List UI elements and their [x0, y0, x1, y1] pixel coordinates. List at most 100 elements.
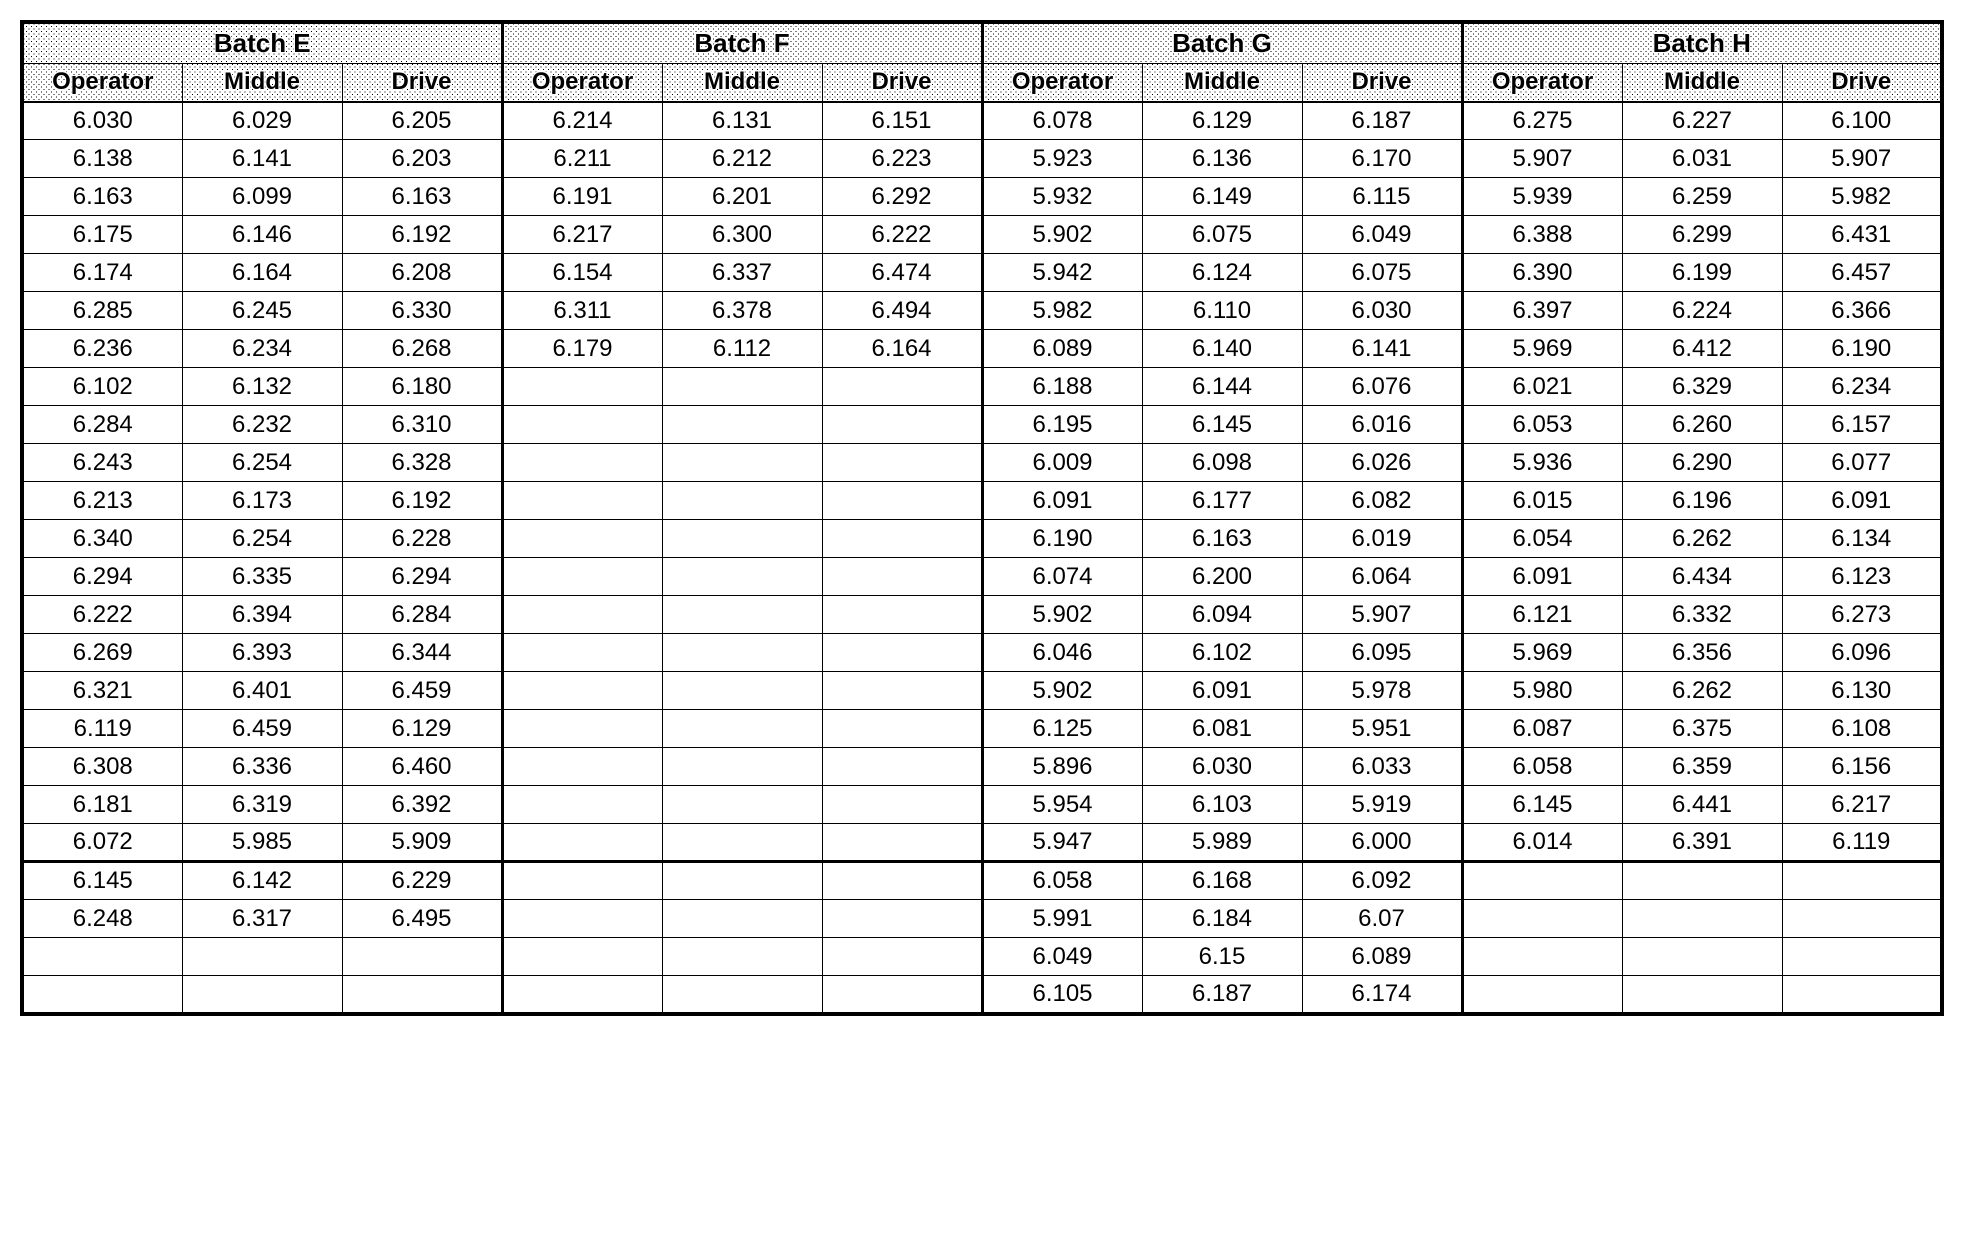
data-cell: 6.234 [1782, 368, 1942, 406]
data-cell: 6.300 [662, 216, 822, 254]
data-cell: 6.141 [182, 140, 342, 178]
data-cell: 6.308 [22, 748, 182, 786]
data-cell [1462, 976, 1622, 1015]
data-cell: 6.392 [342, 786, 502, 824]
data-cell: 6.009 [982, 444, 1142, 482]
data-cell: 6.091 [1462, 558, 1622, 596]
data-cell: 6.268 [342, 330, 502, 368]
data-cell: 6.077 [1782, 444, 1942, 482]
table-row: 6.3216.4016.4595.9026.0915.9785.9806.262… [22, 672, 1942, 710]
data-cell: 6.102 [1142, 634, 1302, 672]
data-cell [1462, 900, 1622, 938]
data-cell [822, 786, 982, 824]
data-cell: 6.098 [1142, 444, 1302, 482]
data-cell: 6.335 [182, 558, 342, 596]
data-cell: 6.359 [1622, 748, 1782, 786]
data-cell [662, 938, 822, 976]
data-cell: 6.199 [1622, 254, 1782, 292]
data-cell: 6.019 [1302, 520, 1462, 558]
data-cell: 6.201 [662, 178, 822, 216]
table-row: 6.1756.1466.1926.2176.3006.2225.9026.075… [22, 216, 1942, 254]
data-cell: 6.200 [1142, 558, 1302, 596]
batch-title: Batch F [502, 22, 982, 64]
data-cell [502, 938, 662, 976]
data-cell: 6.102 [22, 368, 182, 406]
batch-data-table: Batch E Batch F Batch G Batch H Operator… [20, 20, 1944, 1016]
data-cell: 6.262 [1622, 520, 1782, 558]
data-cell: 6.248 [22, 900, 182, 938]
data-cell: 6.319 [182, 786, 342, 824]
data-cell [502, 634, 662, 672]
data-cell: 5.907 [1462, 140, 1622, 178]
data-cell: 6.134 [1782, 520, 1942, 558]
data-cell [822, 900, 982, 938]
data-cell [822, 976, 982, 1015]
data-cell: 6.337 [662, 254, 822, 292]
data-cell: 6.064 [1302, 558, 1462, 596]
data-cell [1622, 862, 1782, 900]
data-cell: 6.208 [342, 254, 502, 292]
data-cell: 5.969 [1462, 634, 1622, 672]
data-cell: 6.157 [1782, 406, 1942, 444]
data-cell: 6.329 [1622, 368, 1782, 406]
data-cell: 6.285 [22, 292, 182, 330]
data-cell: 6.058 [1462, 748, 1622, 786]
data-cell: 6.391 [1622, 824, 1782, 862]
data-cell: 6.275 [1462, 102, 1622, 140]
data-cell [1782, 862, 1942, 900]
data-cell: 6.273 [1782, 596, 1942, 634]
data-cell [662, 786, 822, 824]
data-cell: 5.936 [1462, 444, 1622, 482]
data-cell: 6.332 [1622, 596, 1782, 634]
data-cell: 6.290 [1622, 444, 1782, 482]
data-cell: 6.078 [982, 102, 1142, 140]
data-cell: 5.985 [182, 824, 342, 862]
table-row: 6.0725.9855.9095.9475.9896.0006.0146.391… [22, 824, 1942, 862]
data-cell: 6.136 [1142, 140, 1302, 178]
data-cell: 5.907 [1782, 140, 1942, 178]
data-cell: 6.105 [982, 976, 1142, 1015]
data-cell: 6.074 [982, 558, 1142, 596]
data-cell: 6.175 [22, 216, 182, 254]
data-cell: 6.163 [22, 178, 182, 216]
data-cell: 6.228 [342, 520, 502, 558]
data-cell: 6.222 [22, 596, 182, 634]
data-cell: 5.989 [1142, 824, 1302, 862]
data-cell [662, 748, 822, 786]
data-cell [502, 368, 662, 406]
data-cell [822, 862, 982, 900]
data-cell: 6.129 [342, 710, 502, 748]
column-header: Drive [342, 64, 502, 102]
data-cell: 6.119 [1782, 824, 1942, 862]
data-cell: 6.259 [1622, 178, 1782, 216]
data-cell: 6.110 [1142, 292, 1302, 330]
data-cell: 6.123 [1782, 558, 1942, 596]
data-cell: 5.980 [1462, 672, 1622, 710]
data-cell [22, 976, 182, 1015]
data-cell [662, 900, 822, 938]
data-cell [822, 558, 982, 596]
data-cell [1462, 862, 1622, 900]
data-cell: 6.330 [342, 292, 502, 330]
data-cell [1622, 976, 1782, 1015]
data-cell: 6.311 [502, 292, 662, 330]
data-cell: 6.190 [982, 520, 1142, 558]
data-cell: 6.030 [1302, 292, 1462, 330]
data-cell: 6.205 [342, 102, 502, 140]
data-cell [502, 482, 662, 520]
data-cell [822, 748, 982, 786]
data-cell: 6.092 [1302, 862, 1462, 900]
data-cell: 6.145 [1142, 406, 1302, 444]
data-cell: 5.978 [1302, 672, 1462, 710]
data-cell [822, 520, 982, 558]
data-cell [502, 710, 662, 748]
data-cell: 6.016 [1302, 406, 1462, 444]
data-cell: 6.494 [822, 292, 982, 330]
data-cell [662, 444, 822, 482]
data-cell: 6.089 [1302, 938, 1462, 976]
data-cell: 6.015 [1462, 482, 1622, 520]
column-header: Middle [1622, 64, 1782, 102]
column-header-row: Operator Middle Drive Operator Middle Dr… [22, 64, 1942, 102]
data-cell: 6.115 [1302, 178, 1462, 216]
data-cell: 5.919 [1302, 786, 1462, 824]
